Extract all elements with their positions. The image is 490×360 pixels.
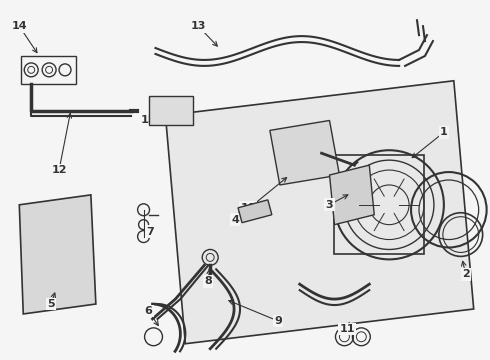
Text: 7: 7 — [147, 226, 154, 237]
Text: 14: 14 — [11, 21, 27, 31]
Polygon shape — [19, 195, 96, 314]
Text: 15: 15 — [141, 116, 156, 126]
Text: 2: 2 — [462, 269, 469, 279]
Text: 11: 11 — [340, 324, 355, 334]
Polygon shape — [238, 200, 272, 223]
Text: 5: 5 — [48, 299, 55, 309]
Text: 9: 9 — [274, 316, 282, 326]
Polygon shape — [329, 165, 374, 225]
Polygon shape — [166, 81, 474, 344]
Text: 8: 8 — [204, 276, 212, 286]
Text: 12: 12 — [51, 165, 67, 175]
Text: 13: 13 — [191, 21, 206, 31]
Bar — [335, 155, 424, 255]
Text: 6: 6 — [145, 306, 152, 316]
Text: 1: 1 — [440, 127, 448, 138]
Text: 3: 3 — [326, 200, 333, 210]
Text: 4: 4 — [231, 215, 239, 225]
Polygon shape — [270, 121, 340, 185]
Text: 10: 10 — [240, 203, 256, 213]
Polygon shape — [148, 96, 193, 125]
